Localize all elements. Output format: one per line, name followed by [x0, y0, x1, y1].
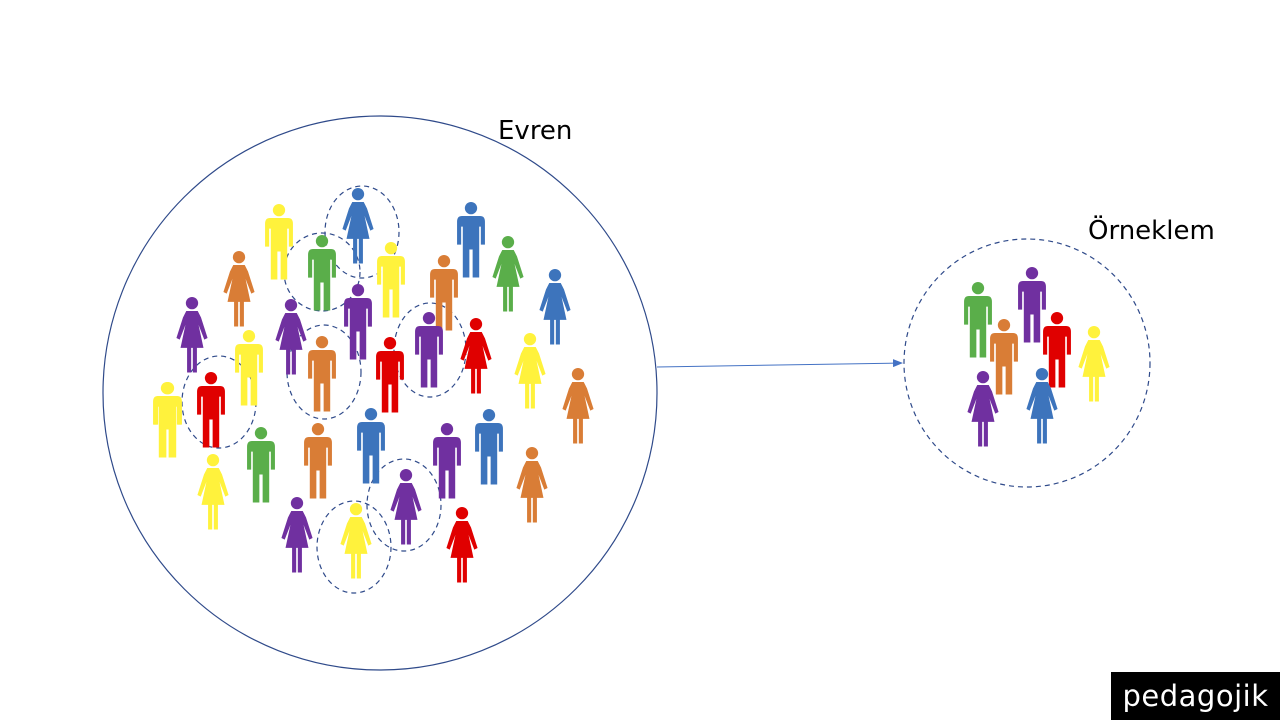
sample-people — [964, 267, 1110, 447]
man-icon — [153, 382, 181, 458]
sample-circle — [903, 238, 1151, 488]
woman-icon — [539, 269, 571, 345]
man-icon — [304, 423, 332, 499]
man-icon — [247, 427, 275, 503]
selection-oval — [316, 500, 392, 594]
man-icon — [475, 409, 503, 485]
sampling-arrow — [656, 359, 903, 368]
man-icon — [377, 242, 405, 318]
woman-icon — [342, 188, 374, 264]
man-icon — [433, 423, 461, 499]
woman-icon — [390, 469, 422, 545]
brand-logo: pedagojik — [1111, 672, 1280, 720]
man-icon — [376, 337, 404, 413]
sample-label: Örneklem — [1088, 216, 1215, 246]
woman-icon — [460, 318, 492, 394]
selection-oval — [366, 458, 442, 552]
woman-icon — [223, 251, 255, 327]
woman-icon — [516, 447, 548, 523]
woman-icon — [281, 497, 313, 573]
man-icon — [1043, 312, 1071, 388]
woman-icon — [1078, 326, 1110, 402]
woman-icon — [514, 333, 546, 409]
woman-icon — [340, 503, 372, 579]
woman-icon — [446, 507, 478, 583]
population-people — [153, 188, 594, 583]
selection-oval — [324, 185, 400, 279]
man-icon — [1018, 267, 1046, 343]
woman-icon — [176, 297, 208, 373]
woman-icon — [967, 371, 999, 447]
man-icon — [964, 282, 992, 358]
woman-icon — [492, 236, 524, 312]
woman-icon — [1026, 368, 1058, 444]
man-icon — [308, 336, 336, 412]
man-icon — [990, 319, 1018, 395]
man-icon — [457, 202, 485, 278]
woman-icon — [197, 454, 229, 530]
man-icon — [415, 312, 443, 388]
man-icon — [430, 255, 458, 331]
man-icon — [308, 235, 336, 311]
population-label: Evren — [498, 116, 573, 146]
man-icon — [235, 330, 263, 406]
man-icon — [265, 204, 293, 280]
man-icon — [197, 372, 225, 448]
selection-ovals — [181, 185, 467, 594]
woman-icon — [562, 368, 594, 444]
woman-icon — [275, 299, 307, 375]
man-icon — [344, 284, 372, 360]
selection-oval — [286, 324, 362, 420]
man-icon — [357, 408, 385, 484]
population-circle — [102, 115, 658, 671]
